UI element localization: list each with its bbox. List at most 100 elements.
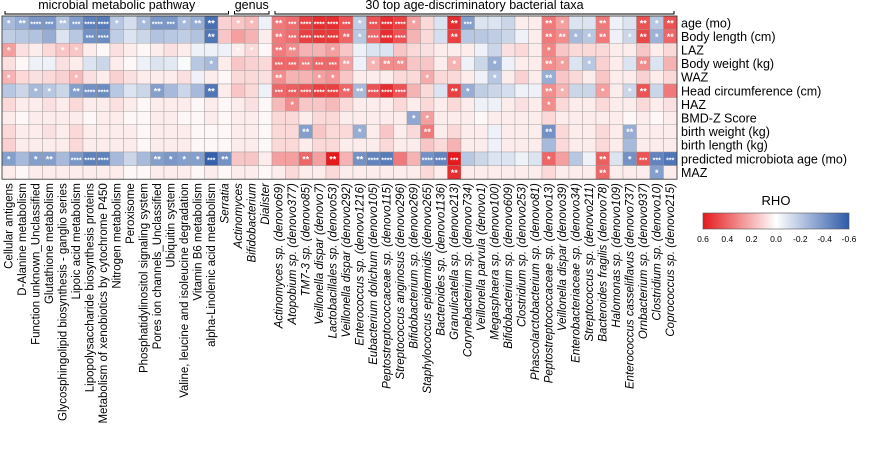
column-label: Cellular antigens	[4, 183, 16, 269]
legend-colorbar	[702, 212, 850, 230]
heatmap-cell	[622, 15, 637, 30]
significance-star: *	[560, 18, 564, 28]
heatmap-cell	[1, 29, 16, 44]
significance-star: *	[574, 32, 578, 42]
heatmap-cell	[163, 43, 178, 58]
heatmap-cell	[258, 151, 273, 166]
significance-star: *	[196, 154, 200, 164]
heatmap-cell	[298, 97, 313, 112]
heatmap-cell	[433, 83, 448, 98]
heatmap-cell	[96, 165, 111, 180]
significance-star: ***	[86, 35, 94, 42]
heatmap-cell	[271, 124, 286, 139]
column-label: Clostridium sp. (denovo10)	[652, 183, 664, 321]
heatmap-cell	[231, 97, 246, 112]
group-bracket	[274, 11, 675, 15]
heatmap-cell	[568, 43, 583, 58]
heatmap-cell	[217, 29, 232, 44]
heatmap-cell	[42, 43, 57, 58]
heatmap-cell	[150, 70, 165, 85]
heatmap-cell	[487, 151, 502, 166]
heatmap-cell	[231, 138, 246, 153]
significance-star: *	[236, 18, 240, 28]
significance-star: *	[601, 86, 605, 96]
heatmap-cell	[609, 56, 624, 71]
significance-star: **	[343, 59, 351, 69]
heatmap-cell	[352, 110, 367, 125]
significance-star: ***	[302, 62, 310, 69]
heatmap-border	[1, 15, 678, 180]
significance-star: ***	[275, 89, 283, 96]
heatmap-cell	[217, 70, 232, 85]
column-label: Halomonas sp. (denovo109)	[611, 183, 623, 328]
heatmap-cell	[609, 165, 624, 180]
heatmap-cell	[82, 138, 97, 153]
heatmap-cell	[285, 151, 300, 166]
heatmap-cell	[177, 83, 192, 98]
column-labels: Cellular antigens D-Alanine metabolism Fun…	[4, 182, 678, 424]
significance-star: ****	[435, 157, 446, 164]
significance-star: **	[356, 86, 364, 96]
heatmap-cell	[595, 70, 610, 85]
heatmap-cell	[190, 83, 205, 98]
heatmap-cell	[136, 138, 151, 153]
heatmap-cell	[474, 110, 489, 125]
heatmap-cell	[487, 165, 502, 180]
heatmap-cell	[231, 165, 246, 180]
significance-star: ****	[395, 89, 406, 96]
heatmap-cell	[487, 29, 502, 44]
heatmap-cell	[352, 70, 367, 85]
heatmap-cell	[271, 97, 286, 112]
column-label: Lactobacillales sp. (denovo53)	[328, 183, 340, 339]
significance-star: *	[331, 46, 335, 56]
heatmap-cell	[15, 165, 30, 180]
heatmap-cell	[109, 151, 124, 166]
heatmap-cell	[15, 83, 30, 98]
significance-star: ****	[98, 21, 109, 28]
heatmap-cell	[312, 138, 327, 153]
column-label: Streptococcus sp. (denovo211)	[584, 183, 596, 341]
heatmap-cell	[528, 151, 543, 166]
heatmap-cell	[244, 138, 259, 153]
heatmap-cell	[622, 110, 637, 125]
heatmap-cell	[474, 97, 489, 112]
heatmap-cell	[622, 43, 637, 58]
heatmap-cell	[379, 97, 394, 112]
heatmap-cell	[15, 97, 30, 112]
heatmap-cell	[298, 43, 313, 58]
heatmap-cell	[82, 110, 97, 125]
significance-star: ***	[167, 21, 175, 28]
heatmap-cell	[123, 15, 138, 30]
significance-star: **	[275, 18, 283, 28]
significance-star: *	[412, 18, 416, 28]
heatmap-cell	[15, 124, 30, 139]
significance-star: *	[7, 46, 11, 56]
heatmap-cell	[42, 124, 57, 139]
significance-star: ****	[395, 21, 406, 28]
legend-ticks: 0.6 0.4 0.2 0.0 -0.2 -0.4 -0.6	[697, 234, 857, 244]
heatmap-cell	[514, 138, 529, 153]
heatmap-cell	[82, 56, 97, 71]
significance-star: ***	[342, 21, 350, 28]
heatmap-cell	[42, 165, 57, 180]
significance-star: **	[451, 18, 459, 28]
heatmap-cell	[312, 165, 327, 180]
heatmap-cell	[55, 70, 70, 85]
heatmap-cell	[190, 97, 205, 112]
heatmap-cell	[42, 29, 57, 44]
significance-star: **	[397, 59, 405, 69]
row-label: Head circumference (cm)	[681, 84, 821, 98]
significance-star: ****	[327, 89, 338, 96]
group-bracket	[4, 11, 229, 15]
heatmap-cell	[582, 165, 597, 180]
heatmap-cell	[366, 43, 381, 58]
significance-star: *	[358, 32, 362, 42]
heatmap-cell	[244, 151, 259, 166]
heatmap-cell	[177, 165, 192, 180]
significance-star: **	[451, 32, 459, 42]
heatmap-cell	[487, 138, 502, 153]
heatmap-cell	[420, 138, 435, 153]
heatmap-cell	[622, 56, 637, 71]
heatmap-cell	[258, 56, 273, 71]
heatmap-cell	[352, 43, 367, 58]
